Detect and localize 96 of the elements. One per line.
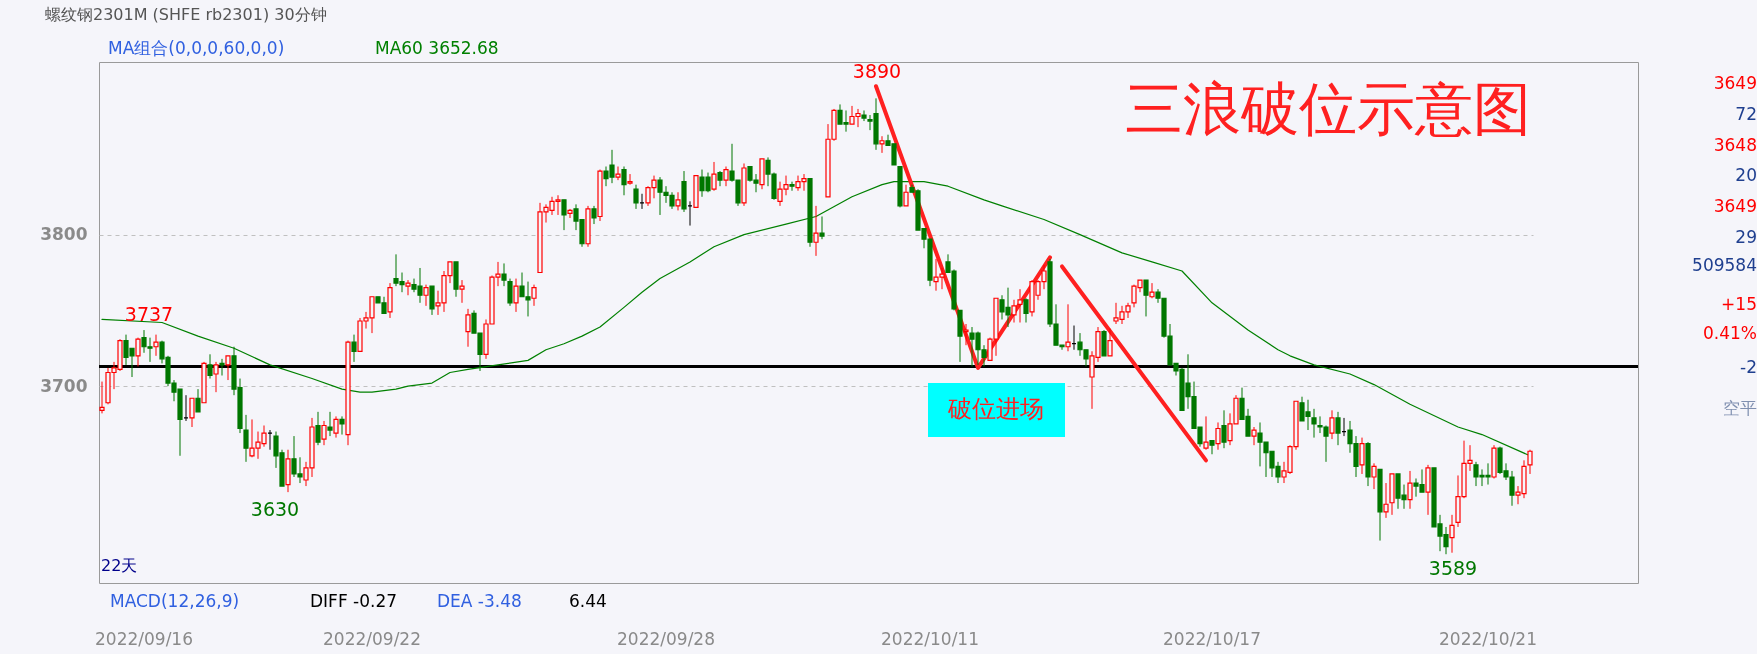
candlestick (1449, 514, 1455, 554)
text: MA组合(0,0,0,60,0,0) (108, 38, 285, 58)
candlestick (1209, 440, 1215, 455)
y-tick-label: 3800 (40, 224, 88, 245)
candlestick (1251, 426, 1257, 446)
text: +15 (1721, 294, 1757, 314)
candlestick (219, 358, 225, 377)
x-tick-label: 2022/09/22 (323, 628, 421, 649)
candlestick (333, 415, 339, 439)
candlestick (1149, 282, 1155, 299)
candlestick (615, 166, 621, 181)
candlestick (459, 279, 465, 304)
candlestick (1407, 470, 1413, 510)
candlestick (1311, 408, 1317, 439)
candlestick (789, 181, 795, 192)
candlestick (207, 353, 213, 380)
candlestick (225, 355, 231, 381)
text: MA60 3652.68 (375, 38, 499, 58)
candlestick (1065, 303, 1071, 352)
text: 72 (1735, 104, 1757, 124)
candlestick (501, 262, 507, 287)
candlestick (429, 285, 435, 316)
candlestick (1221, 409, 1227, 449)
candlestick (513, 278, 519, 313)
candlestick (243, 414, 249, 463)
candlestick (321, 420, 327, 446)
chart-title: 螺纹钢2301M (SHFE rb2301) 30分钟 (45, 5, 327, 24)
candlestick (861, 109, 867, 122)
candlestick (153, 334, 159, 357)
text: 3648 (1713, 135, 1757, 155)
x-tick-label: 2022/09/28 (617, 628, 715, 649)
candlestick (1383, 482, 1389, 519)
candlestick (1329, 409, 1335, 440)
x-tick-label: 2022/09/16 (95, 628, 193, 649)
candlestick (1143, 279, 1149, 317)
candlestick (189, 397, 195, 428)
text: DEA -3.48 (437, 591, 522, 611)
text: 6.44 (569, 591, 607, 611)
candlestick (195, 388, 201, 413)
candlestick (963, 323, 969, 346)
candlestick (723, 166, 729, 187)
candlestick (1371, 462, 1377, 490)
text: 3649 (1713, 73, 1757, 93)
candlestick (621, 166, 627, 196)
candlestick (561, 199, 567, 231)
candlestick (507, 278, 513, 307)
x-tick-label: 2022/10/17 (1163, 628, 1261, 649)
text: 3649 (1713, 196, 1757, 216)
candlestick (99, 381, 105, 414)
candlestick (813, 205, 819, 257)
candlestick (1011, 299, 1017, 323)
text: DIFF -0.27 (310, 591, 398, 611)
candlestick (591, 205, 597, 225)
candlestick (711, 161, 717, 192)
candlestick (879, 135, 885, 154)
candlestick (1215, 421, 1221, 451)
annotation: 3630 (250, 498, 300, 520)
text: -2 (1740, 357, 1757, 377)
annotation: 22天 (101, 556, 138, 575)
candlestick (675, 191, 681, 211)
candlestick (405, 279, 411, 296)
text: 20 (1735, 165, 1757, 185)
x-tick-label: 2022/10/11 (881, 628, 979, 649)
candlestick (633, 184, 639, 210)
candlestick (1203, 415, 1209, 451)
annotation: 破位进场 (947, 395, 1044, 423)
text: 509584 (1692, 255, 1757, 275)
text: 空平 (1723, 398, 1757, 418)
candlestick (1107, 328, 1113, 357)
y-tick-label: 3700 (40, 375, 88, 396)
annotation: 3890 (852, 60, 902, 82)
candlestick (1359, 437, 1365, 475)
annotation: 三浪破位示意图 (1125, 75, 1531, 143)
candlestick (465, 308, 471, 348)
candlestick (327, 411, 333, 437)
candlestick (135, 337, 141, 367)
candlestick (423, 284, 429, 307)
annotation: 3737 (124, 303, 174, 325)
candlestick (903, 184, 909, 207)
text: 0.41% (1702, 323, 1757, 343)
candlestick (531, 284, 537, 307)
text: MACD(12,26,9) (110, 591, 240, 611)
candlestick (351, 334, 357, 363)
candlestick (213, 361, 219, 393)
x-tick-label: 2022/10/21 (1439, 628, 1537, 649)
candlestick (627, 173, 633, 186)
candlestick (1527, 449, 1533, 475)
text: 29 (1735, 227, 1757, 247)
candlestick (819, 215, 825, 240)
candlestick (567, 208, 573, 219)
candlestick (1023, 297, 1029, 323)
candlestick (339, 415, 345, 436)
annotation: 3589 (1428, 557, 1478, 579)
candlestick (1017, 288, 1023, 323)
candlestick (1335, 411, 1341, 446)
candlestick (315, 411, 321, 446)
